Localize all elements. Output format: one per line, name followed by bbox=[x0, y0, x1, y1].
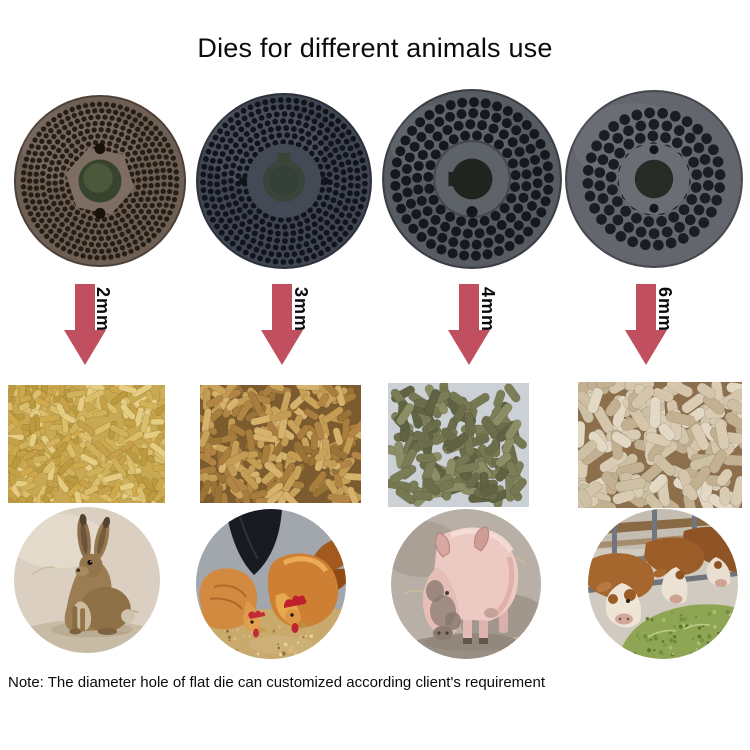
rabbit-image bbox=[14, 507, 160, 653]
page-title: Dies for different animals use bbox=[197, 33, 553, 63]
flat-die-2mm-image bbox=[13, 94, 187, 268]
flat-die-4mm-image bbox=[382, 89, 562, 269]
golden-feed-pellets-image bbox=[200, 385, 361, 503]
arrow-column-2mm bbox=[63, 284, 107, 366]
arrow-column-6mm bbox=[624, 284, 668, 366]
down-arrow-icon bbox=[261, 284, 303, 365]
pig-image bbox=[391, 509, 541, 659]
yellow-feed-pellets-image bbox=[8, 385, 165, 503]
arrow-column-4mm bbox=[447, 284, 491, 366]
flat-die-3mm-image bbox=[196, 93, 372, 269]
green-feed-pellets-image bbox=[388, 383, 529, 507]
hole-size-label: 3mm bbox=[291, 287, 311, 333]
down-arrow-icon bbox=[64, 284, 106, 365]
hole-size-label: 6mm bbox=[655, 287, 675, 333]
down-arrow-icon bbox=[448, 284, 490, 365]
hole-size-label: 4mm bbox=[478, 287, 498, 333]
down-arrow-icon bbox=[625, 284, 667, 365]
chickens-image bbox=[196, 509, 346, 659]
note-text: Note: The diameter hole of flat die can … bbox=[8, 674, 546, 691]
beige-feed-pellets-image bbox=[578, 382, 742, 508]
cattle-image bbox=[588, 509, 738, 659]
flat-die-6mm-image bbox=[565, 90, 743, 268]
hole-size-label: 2mm bbox=[93, 287, 113, 333]
arrow-column-3mm bbox=[260, 284, 304, 366]
